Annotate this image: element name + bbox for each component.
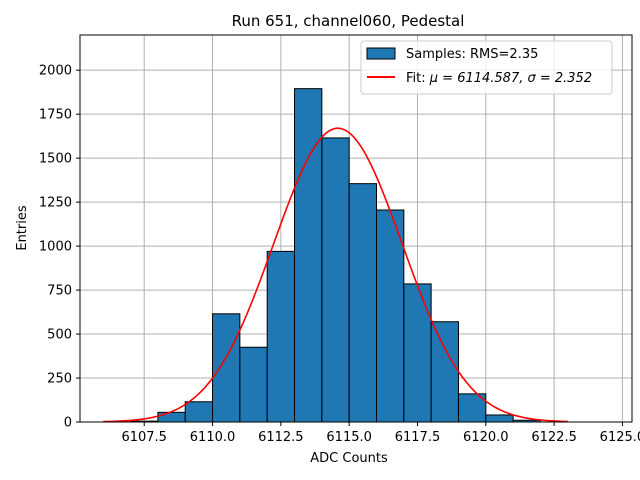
x-tick-label: 6107.5 [121,430,167,445]
histogram-bar [212,313,241,423]
y-tick-label: 1000 [39,240,72,255]
histogram-bar [485,414,514,423]
histogram-bar [184,401,214,423]
legend-label-fit: Fit: μ = 6114.587, σ = 2.352 [406,71,592,86]
plot-frame [79,34,633,423]
legend-label-samples: Samples: RMS=2.35 [406,47,538,62]
y-tick-label: 1500 [39,152,72,167]
y-axis-label: Entries [15,205,30,251]
fit-curve [103,127,568,423]
histogram-bar [266,250,296,423]
x-tick-label: 6125.0 [600,430,640,445]
legend-swatch-samples [366,47,396,60]
histogram-bar [321,137,350,423]
y-tick-label: 500 [47,328,72,343]
y-tick-label: 0 [64,416,72,431]
histogram-bar [239,346,268,423]
x-tick-label: 6110.0 [190,430,236,445]
legend-label-fit-prefix: Fit: [406,71,430,86]
histogram-bars [130,88,541,423]
fit-curve-group [103,127,568,423]
histogram-bar [294,88,323,423]
y-tick-label: 750 [47,284,72,299]
y-tick-label: 1750 [39,108,72,123]
x-tick-label: 6115.0 [326,430,372,445]
legend: Samples: RMS=2.35 Fit: μ = 6114.587, σ =… [360,40,613,95]
legend-frame [360,40,613,95]
y-tick-label: 1250 [39,196,72,211]
histogram-bar [403,283,432,423]
x-axis-ticks: 6107.5 6110.0 6112.5 6115.0 6117.5 6120.0 6122… [121,422,640,445]
x-tick-label: 6120.0 [463,430,509,445]
x-tick-label: 6122.5 [531,430,577,445]
x-axis-label: ADC Counts [310,451,388,466]
y-tick-label: 2000 [39,64,72,79]
histogram-bar [430,321,459,423]
y-tick-label: 250 [47,372,72,387]
y-axis-ticks: 0 250 500 750 1000 1250 1500 1750 2000 [39,64,80,431]
legend-label-fit-math: μ = 6114.587, σ = 2.352 [429,71,592,86]
histogram-bar [348,183,377,423]
x-tick-label: 6112.5 [258,430,304,445]
histogram-bar [157,411,186,423]
histogram-bar [375,209,405,423]
chart-title: Run 651, channel060, Pedestal [232,12,465,30]
x-tick-label: 6117.5 [395,430,441,445]
